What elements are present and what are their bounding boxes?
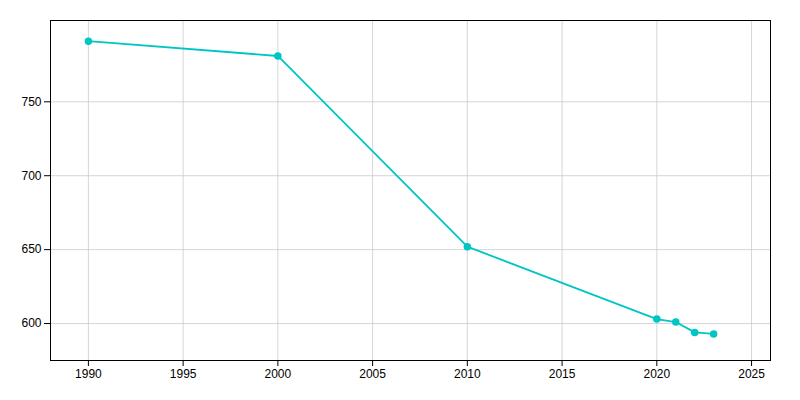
svg-text:650: 650 <box>21 242 41 256</box>
svg-text:2005: 2005 <box>359 367 386 381</box>
svg-text:1990: 1990 <box>75 367 102 381</box>
svg-text:2020: 2020 <box>643 367 670 381</box>
svg-text:2015: 2015 <box>549 367 576 381</box>
svg-text:2025: 2025 <box>738 367 765 381</box>
svg-text:1995: 1995 <box>170 367 197 381</box>
svg-text:600: 600 <box>21 316 41 330</box>
svg-text:2010: 2010 <box>454 367 481 381</box>
svg-text:2000: 2000 <box>265 367 292 381</box>
svg-text:700: 700 <box>21 169 41 183</box>
svg-text:750: 750 <box>21 95 41 109</box>
